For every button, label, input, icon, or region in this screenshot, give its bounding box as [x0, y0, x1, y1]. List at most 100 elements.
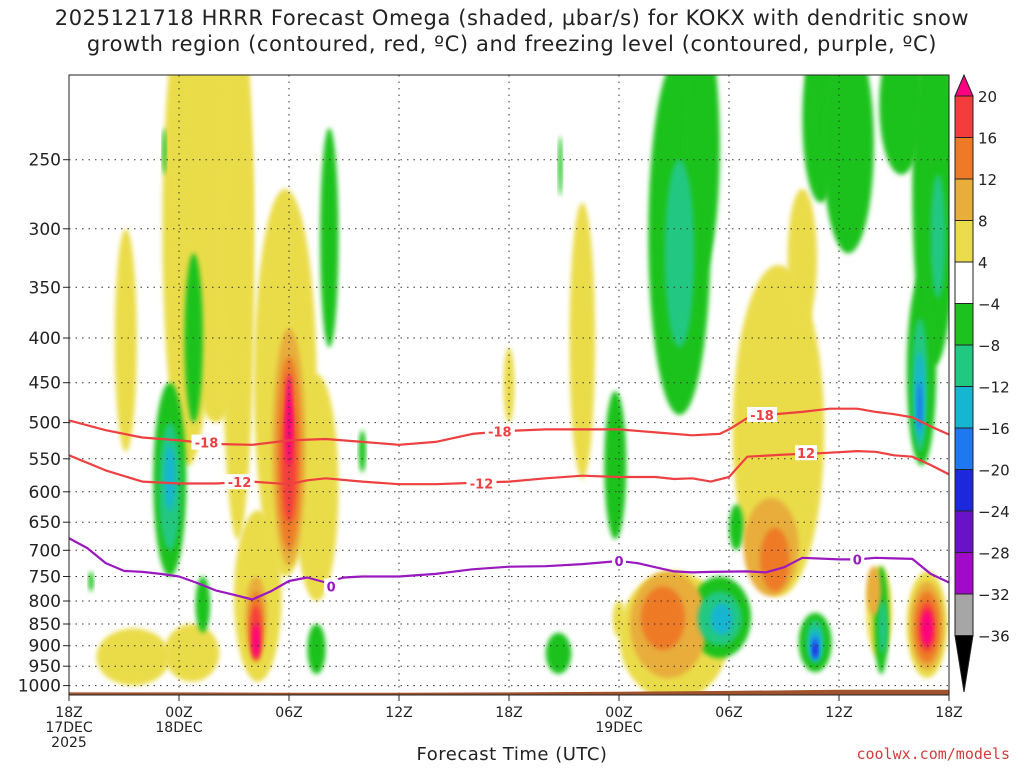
colorbar-label: −36 — [978, 628, 1010, 646]
chart-title-line-1: 2025121718 HRRR Forecast Omega (shaded, … — [54, 6, 970, 30]
contour-label-bg — [191, 434, 222, 450]
colorbar-label: −12 — [978, 379, 1010, 397]
colorbar-swatch — [954, 386, 974, 429]
omega-shading — [88, 75, 949, 695]
x-axis-label: Forecast Time (UTC) — [416, 744, 608, 765]
colorbar-label: −16 — [978, 420, 1010, 438]
contour-label-bg — [747, 407, 777, 422]
omega-cell — [710, 603, 733, 635]
chart-title-line-2: growth region (contoured, red, ºC) and f… — [86, 32, 938, 56]
y-tick-label: 850 — [29, 615, 61, 635]
x-tick-label: 19DEC — [595, 720, 642, 736]
omega-cell — [164, 444, 176, 511]
contour-label: -12 — [470, 478, 494, 493]
colorbar-label: −20 — [978, 462, 1010, 480]
omega-cell — [917, 382, 923, 431]
omega-cell — [358, 430, 366, 473]
omega-cell — [114, 228, 137, 452]
terrain — [69, 689, 949, 695]
colorbar-swatch — [954, 303, 974, 346]
source-credit: coolwx.com/models — [856, 745, 1010, 763]
colorbar-swatch — [954, 344, 974, 387]
y-tick-label: 800 — [29, 592, 61, 612]
colorbar-swatch — [954, 95, 974, 138]
y-tick-label: 1000 — [18, 677, 61, 697]
omega-cell — [162, 128, 167, 175]
colorbar-label: −8 — [978, 337, 1000, 355]
x-tick-label: 18DEC — [155, 720, 202, 736]
omega-cell — [503, 347, 515, 423]
contour-label: -18 — [750, 409, 774, 424]
omega-cell — [221, 75, 255, 540]
contour-label-bg — [795, 445, 817, 461]
contour-label: -12 — [228, 476, 252, 491]
x-tick-label: 12Z — [825, 705, 852, 721]
colorbar-label: 20 — [978, 88, 997, 106]
y-tick-label: 500 — [29, 414, 61, 434]
x-tick-label: 18Z — [495, 705, 522, 721]
omega-cell — [294, 374, 339, 601]
y-axis-ticks: 2503003504004505005506006507007508008509… — [18, 151, 69, 697]
omega-cell — [88, 571, 94, 592]
y-tick-label: 400 — [29, 329, 61, 349]
y-tick-label: 450 — [29, 374, 61, 394]
colorbar-top-arrow — [954, 73, 974, 97]
y-tick-label: 350 — [29, 278, 61, 298]
y-tick-label: 300 — [29, 220, 61, 240]
contour-line — [69, 407, 949, 446]
x-tick-label: 12Z — [385, 705, 412, 721]
y-tick-label: 700 — [29, 541, 61, 561]
y-tick-label: 950 — [29, 657, 61, 677]
contour-label-bg — [850, 551, 865, 567]
omega-cell — [878, 601, 888, 654]
contour-label-bg — [324, 578, 339, 594]
omega-cell — [879, 75, 924, 175]
colorbar-label: 4 — [978, 254, 988, 272]
colorbar-swatch — [954, 220, 974, 263]
colorbar-label: 12 — [978, 171, 997, 189]
x-tick-label: 06Z — [715, 705, 742, 721]
omega-cell — [320, 128, 339, 348]
omega-cell — [195, 576, 211, 633]
contour-label: 0 — [327, 581, 336, 596]
colorbar: 20 16 12 8 4 −4 −8 −12 −16 −20 −24 −28 −32 −36 — [954, 73, 1010, 693]
x-tick-label: 18Z — [55, 705, 82, 721]
omega-cell — [569, 202, 596, 479]
colorbar-swatch — [954, 552, 974, 595]
omega-cell — [921, 610, 933, 646]
colorbar-swatch — [954, 178, 974, 221]
omega-cell — [604, 391, 627, 540]
omega-cell — [252, 623, 260, 659]
colorbar-swatch — [954, 137, 974, 180]
x-tick-label: 18Z — [935, 705, 962, 721]
terrain-fill — [69, 689, 949, 695]
x-tick-label: 00Z — [605, 705, 632, 721]
colorbar-label: −4 — [978, 296, 1000, 314]
x-tick-label: 00Z — [165, 705, 192, 721]
colorbar-swatch — [954, 261, 974, 304]
x-tick-label: 2025 — [51, 735, 87, 751]
x-tick-label: 17DEC — [45, 720, 92, 736]
y-tick-label: 750 — [29, 568, 61, 588]
x-tick-label: 06Z — [275, 705, 302, 721]
contour-label: 0 — [614, 555, 623, 570]
colorbar-bottom-arrow — [954, 635, 974, 693]
contour-label: -18 — [195, 437, 219, 452]
contour-label: 12 — [797, 447, 815, 462]
colorbar-swatch — [954, 469, 974, 512]
omega-cell — [96, 628, 170, 686]
colorbar-label: 16 — [978, 130, 997, 148]
y-tick-label: 550 — [29, 450, 61, 470]
contour-label-bg — [466, 475, 497, 491]
colorbar-label: −32 — [978, 586, 1010, 604]
colorbar-label: −28 — [978, 545, 1010, 563]
omega-cell — [807, 75, 820, 145]
contours: -18 -18 -18 -12 -12 12 0 0 0 — [69, 407, 949, 601]
colorbar-swatch — [954, 593, 974, 636]
omega-cell — [812, 642, 818, 658]
omega-cell — [760, 528, 790, 592]
y-tick-label: 900 — [29, 637, 61, 657]
contour-label-bg — [224, 474, 255, 490]
omega-cell — [558, 136, 563, 196]
